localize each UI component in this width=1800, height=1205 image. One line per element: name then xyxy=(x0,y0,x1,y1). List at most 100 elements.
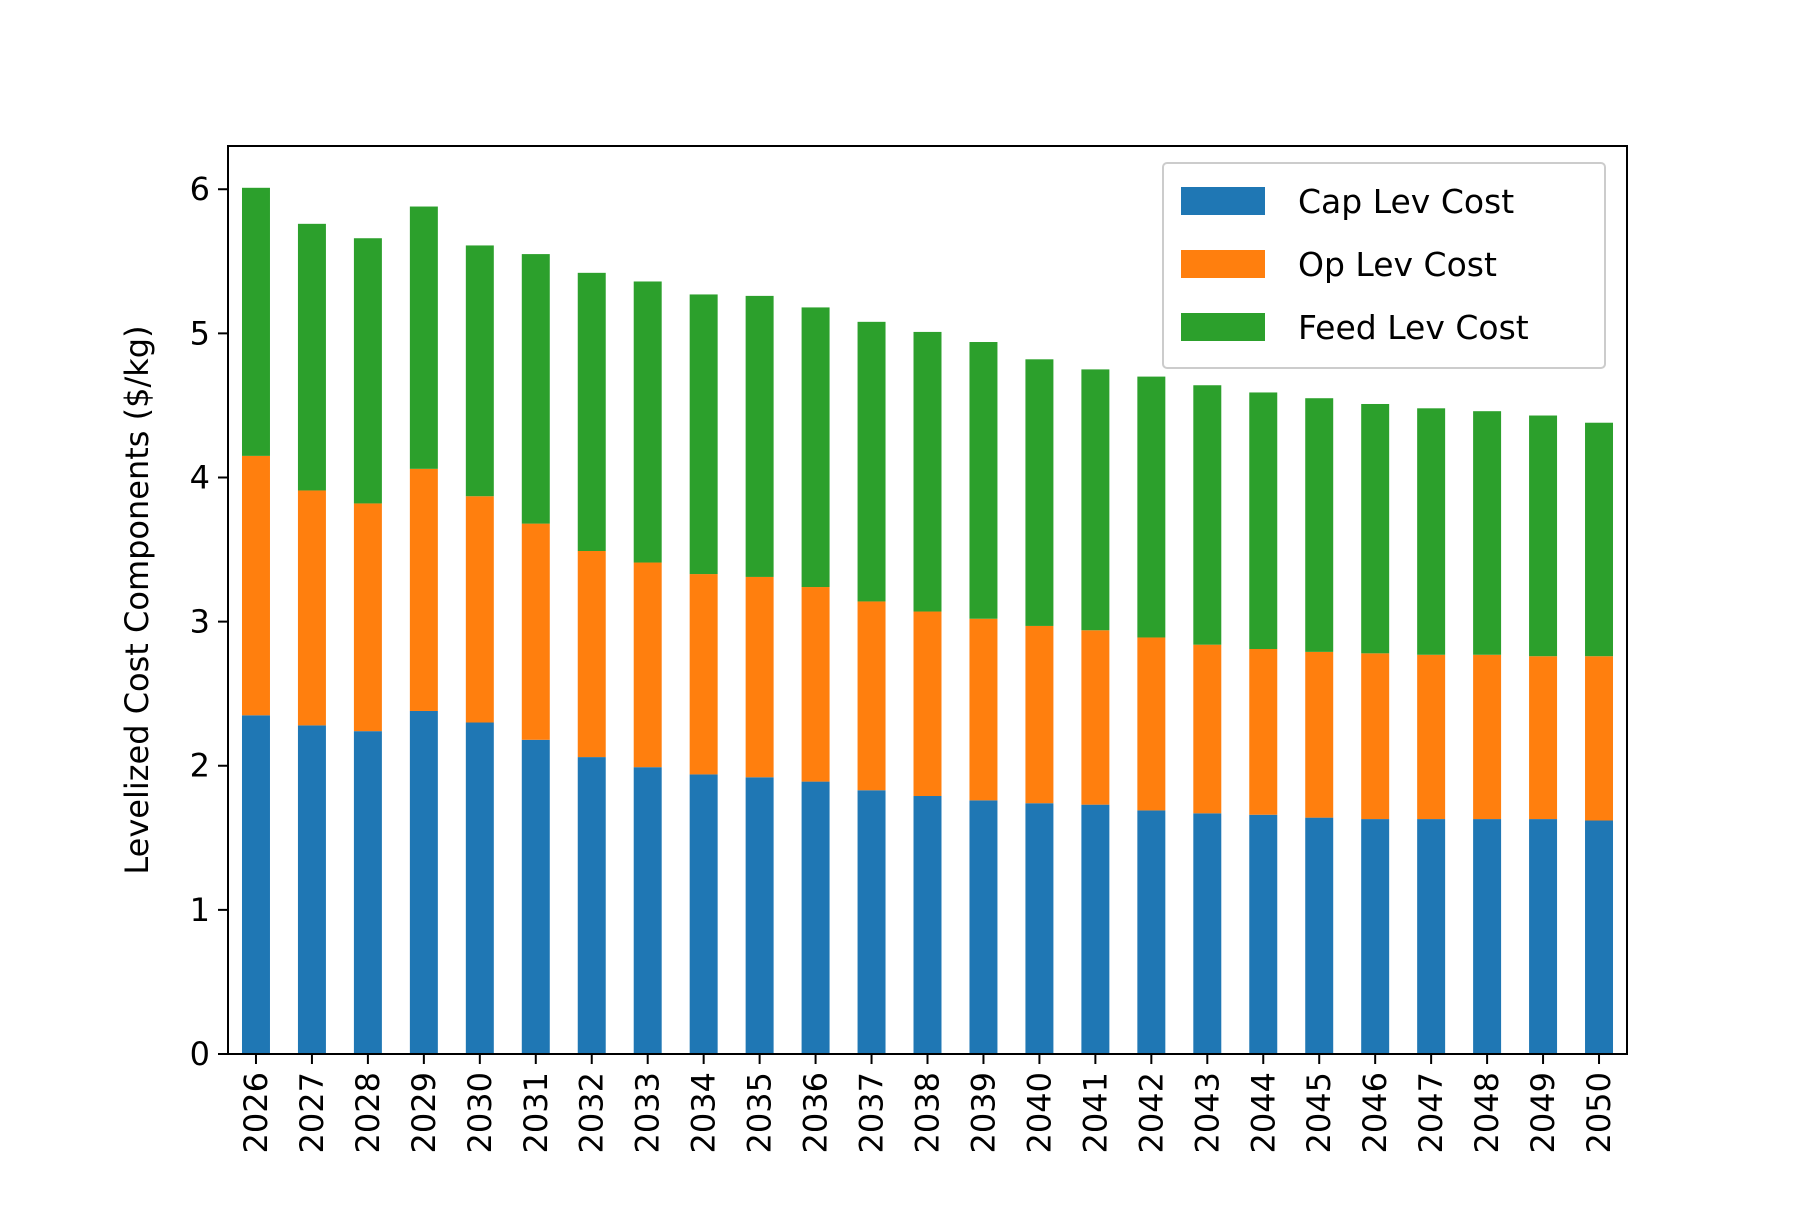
bar-2030-series-1 xyxy=(465,722,494,1054)
x-tick-label: 2031 xyxy=(517,1072,555,1153)
bar-2035-series-2 xyxy=(745,576,774,778)
bar-2048-series-3 xyxy=(1473,411,1502,655)
bar-2046-series-1 xyxy=(1361,819,1390,1054)
bar-2050-series-3 xyxy=(1585,422,1614,657)
bar-2042-series-1 xyxy=(1137,810,1166,1054)
bar-2031-series-2 xyxy=(521,523,550,740)
bar-2046-series-2 xyxy=(1361,653,1390,820)
bar-2039-series-2 xyxy=(969,618,998,801)
legend-label: Cap Lev Cost xyxy=(1298,182,1514,221)
bar-2033-series-1 xyxy=(633,767,662,1054)
bar-2026-series-2 xyxy=(241,455,270,716)
bar-2040-series-2 xyxy=(1025,625,1054,804)
bar-2038-series-3 xyxy=(913,331,942,612)
legend-swatch xyxy=(1181,250,1265,278)
x-tick-label: 2029 xyxy=(405,1072,443,1153)
bar-2049-series-3 xyxy=(1529,415,1558,657)
y-tick-label: 6 xyxy=(190,170,210,208)
bar-2027-series-1 xyxy=(297,725,326,1054)
x-tick-label: 2026 xyxy=(237,1072,275,1153)
bar-2048-series-2 xyxy=(1473,654,1502,820)
bar-2032-series-3 xyxy=(577,272,606,551)
bar-2028-series-1 xyxy=(353,731,382,1054)
legend-swatch xyxy=(1181,313,1265,341)
bar-2039-series-1 xyxy=(969,800,998,1054)
bar-2047-series-2 xyxy=(1417,654,1446,820)
bar-2033-series-3 xyxy=(633,281,662,563)
bar-2050-series-1 xyxy=(1585,820,1614,1054)
bar-2047-series-1 xyxy=(1417,819,1446,1054)
legend: Cap Lev Cost Op Lev Cost Feed Lev Cost xyxy=(1162,162,1606,369)
bar-2026-series-3 xyxy=(241,187,270,456)
bar-2029-series-3 xyxy=(409,206,438,469)
bar-2030-series-3 xyxy=(465,245,494,497)
bar-2049-series-1 xyxy=(1529,819,1558,1054)
y-tick-label: 3 xyxy=(190,603,210,641)
bar-2042-series-2 xyxy=(1137,637,1166,811)
x-tick-label: 2032 xyxy=(573,1072,611,1153)
bar-2042-series-3 xyxy=(1137,376,1166,638)
bar-2050-series-2 xyxy=(1585,656,1614,821)
x-tick-label: 2043 xyxy=(1188,1072,1226,1153)
bar-2036-series-3 xyxy=(801,307,830,588)
bar-2041-series-1 xyxy=(1081,804,1110,1054)
bar-2028-series-2 xyxy=(353,503,382,732)
x-tick-label: 2034 xyxy=(685,1072,723,1153)
y-tick-label: 1 xyxy=(190,891,210,929)
axes-layer: 0 1 2 3 4 5 6 2026 2027 2028 2029 2030 2031 2032 2033 2… xyxy=(190,145,1628,1153)
x-tick-label: 2045 xyxy=(1300,1072,1338,1153)
bar-2038-series-1 xyxy=(913,796,942,1054)
x-tick-label: 2049 xyxy=(1524,1072,1562,1153)
bar-2031-series-1 xyxy=(521,739,550,1054)
y-tick-label: 4 xyxy=(190,458,210,496)
x-tick-label: 2041 xyxy=(1076,1072,1114,1153)
bar-2034-series-1 xyxy=(689,774,718,1054)
bar-2032-series-2 xyxy=(577,551,606,758)
x-tick-label: 2040 xyxy=(1020,1072,1058,1153)
x-tick-label: 2042 xyxy=(1132,1072,1170,1153)
bar-2043-series-3 xyxy=(1193,385,1222,645)
bar-2030-series-2 xyxy=(465,496,494,723)
bar-2045-series-3 xyxy=(1305,398,1334,652)
bar-2029-series-1 xyxy=(409,710,438,1054)
x-tick-label: 2037 xyxy=(853,1072,891,1153)
bar-2049-series-2 xyxy=(1529,656,1558,820)
bar-2045-series-2 xyxy=(1305,651,1334,818)
bar-2048-series-1 xyxy=(1473,819,1502,1054)
bars-layer xyxy=(241,187,1614,1054)
bar-2044-series-2 xyxy=(1249,649,1278,815)
x-tick-label: 2044 xyxy=(1244,1072,1282,1153)
bar-2034-series-2 xyxy=(689,574,718,775)
bar-2046-series-3 xyxy=(1361,403,1390,654)
x-tick-label: 2048 xyxy=(1468,1072,1506,1153)
legend-box xyxy=(1162,162,1606,369)
legend-label: Feed Lev Cost xyxy=(1298,308,1529,347)
y-tick-label: 2 xyxy=(190,747,210,785)
legend-swatch xyxy=(1181,187,1265,215)
bar-2031-series-3 xyxy=(521,254,550,524)
x-tick-label: 2028 xyxy=(349,1072,387,1153)
bar-2035-series-1 xyxy=(745,777,774,1054)
bar-2033-series-2 xyxy=(633,562,662,768)
bar-2036-series-2 xyxy=(801,587,830,782)
bar-2044-series-3 xyxy=(1249,392,1278,650)
bar-2041-series-2 xyxy=(1081,630,1110,805)
bar-2037-series-1 xyxy=(857,790,886,1054)
bar-2037-series-2 xyxy=(857,601,886,791)
bar-2043-series-2 xyxy=(1193,644,1222,814)
bar-2032-series-1 xyxy=(577,757,606,1054)
y-tick-label: 5 xyxy=(190,314,210,352)
bar-2039-series-3 xyxy=(969,342,998,619)
bar-2027-series-2 xyxy=(297,490,326,726)
x-tick-label: 2038 xyxy=(909,1072,947,1153)
x-tick-label: 2027 xyxy=(293,1072,331,1153)
bar-2040-series-1 xyxy=(1025,803,1054,1054)
x-tick-label: 2035 xyxy=(741,1072,779,1153)
x-tick-label: 2050 xyxy=(1580,1072,1618,1153)
bar-2034-series-3 xyxy=(689,294,718,575)
x-tick-label: 2036 xyxy=(797,1072,835,1153)
bar-2037-series-3 xyxy=(857,321,886,602)
bar-2045-series-1 xyxy=(1305,817,1334,1054)
